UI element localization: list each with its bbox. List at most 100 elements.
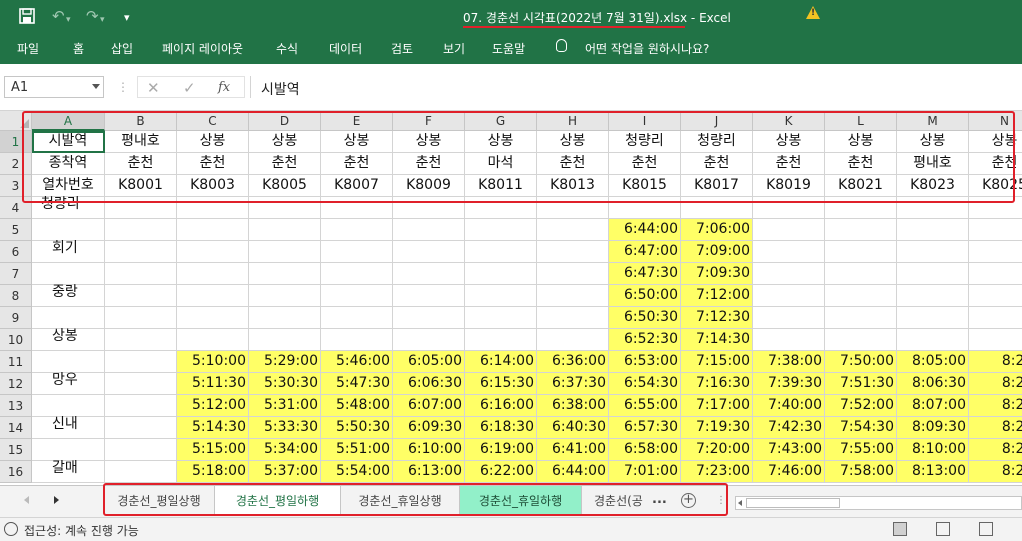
grid-cell[interactable]: 6:50:30 (609, 307, 681, 329)
grid-cell[interactable]: 5:34:00 (249, 439, 321, 461)
grid-cell[interactable] (753, 329, 825, 351)
grid-cell[interactable] (32, 417, 105, 439)
grid-cell[interactable]: 6:47:30 (609, 263, 681, 285)
grid-cell[interactable]: 춘천 (177, 153, 249, 175)
grid-cell[interactable]: K8017 (681, 175, 753, 197)
grid-cell[interactable] (465, 241, 537, 263)
sheet-tab-partial[interactable]: 경춘선(공 (594, 494, 643, 508)
grid-cell[interactable] (105, 241, 177, 263)
grid-cell[interactable] (249, 285, 321, 307)
grid-cell[interactable] (969, 285, 1022, 307)
normal-view-icon[interactable] (893, 522, 907, 536)
row-header-15[interactable]: 15 (0, 439, 32, 461)
insert-function-icon[interactable]: fx (218, 80, 231, 95)
grid-cell[interactable] (753, 285, 825, 307)
grid-cell[interactable] (969, 197, 1022, 219)
grid-cell[interactable] (537, 219, 609, 241)
grid-cell[interactable]: 8:29: (969, 461, 1022, 483)
grid-cell[interactable] (105, 439, 177, 461)
grid-cell[interactable] (753, 197, 825, 219)
column-header-a[interactable]: A (32, 111, 105, 131)
grid-cell[interactable] (537, 241, 609, 263)
grid-cell[interactable] (105, 461, 177, 483)
grid-cell[interactable]: 상봉 (969, 131, 1022, 153)
grid-cell[interactable] (537, 329, 609, 351)
grid-cell[interactable] (537, 307, 609, 329)
grid-cell[interactable]: K8003 (177, 175, 249, 197)
grid-cell[interactable]: 7:12:30 (681, 307, 753, 329)
grid-cell[interactable] (969, 263, 1022, 285)
add-sheet-icon[interactable]: + (681, 493, 696, 508)
column-header-d[interactable]: D (249, 111, 321, 131)
grid-cell[interactable] (825, 219, 897, 241)
grid-cell[interactable]: 5:15:00 (177, 439, 249, 461)
grid-cell[interactable] (177, 197, 249, 219)
name-box-dropdown-icon[interactable] (92, 84, 100, 89)
grid-cell[interactable]: 6:05:00 (393, 351, 465, 373)
row-header-6[interactable]: 6 (0, 241, 32, 263)
column-header-l[interactable]: L (825, 111, 897, 131)
grid-cell[interactable]: K8015 (609, 175, 681, 197)
redo-dropdown-icon[interactable]: ▾ (100, 15, 105, 25)
grid-cell[interactable] (393, 307, 465, 329)
page-break-view-icon[interactable] (979, 522, 993, 536)
grid-cell[interactable]: 5:48:00 (321, 395, 393, 417)
undo-dropdown-icon[interactable]: ▾ (66, 15, 71, 25)
grid-cell[interactable] (321, 285, 393, 307)
column-header-b[interactable]: B (105, 111, 177, 131)
grid-cell[interactable] (32, 263, 105, 285)
grid-cell[interactable] (969, 241, 1022, 263)
grid-cell[interactable] (825, 197, 897, 219)
grid-cell[interactable]: 8:21: (969, 351, 1022, 373)
grid-cell[interactable]: 7:39:30 (753, 373, 825, 395)
grid-cell[interactable]: 상봉 (897, 131, 969, 153)
customize-toolbar-icon[interactable]: ▾ (124, 11, 130, 24)
grid-cell[interactable]: 평내호 (897, 153, 969, 175)
grid-cell[interactable]: 6:22:00 (465, 461, 537, 483)
grid-cell[interactable]: 5:50:30 (321, 417, 393, 439)
grid-cell[interactable]: 7:16:30 (681, 373, 753, 395)
grid-cell[interactable] (177, 241, 249, 263)
grid-cell[interactable] (105, 285, 177, 307)
column-header-i[interactable]: I (609, 111, 681, 131)
grid-cell[interactable] (177, 219, 249, 241)
grid-cell[interactable]: 7:17:00 (681, 395, 753, 417)
grid-cell[interactable]: 춘천 (321, 153, 393, 175)
grid-cell[interactable]: 6:41:00 (537, 439, 609, 461)
grid-cell[interactable]: 7:50:00 (825, 351, 897, 373)
menu-page-layout[interactable]: 페이지 레이아웃 (162, 42, 244, 56)
grid-cell[interactable]: K8019 (753, 175, 825, 197)
grid-cell[interactable] (537, 263, 609, 285)
grid-cell[interactable]: 6:52:30 (609, 329, 681, 351)
grid-cell[interactable] (32, 461, 105, 483)
grid-cell[interactable]: 상봉 (753, 131, 825, 153)
grid-cell[interactable]: 7:12:00 (681, 285, 753, 307)
grid-cell[interactable]: 7:54:30 (825, 417, 897, 439)
grid-cell[interactable]: K8001 (105, 175, 177, 197)
grid-cell[interactable] (897, 241, 969, 263)
grid-cell[interactable]: 6:13:00 (393, 461, 465, 483)
grid-cell[interactable] (249, 219, 321, 241)
grid-cell[interactable]: K8005 (249, 175, 321, 197)
grid-cell[interactable] (969, 307, 1022, 329)
sheet-tab-weekday-up[interactable]: 경춘선_평일상행 (104, 486, 215, 516)
column-header-j[interactable]: J (681, 111, 753, 131)
grid-cell[interactable]: K8021 (825, 175, 897, 197)
grid-cell[interactable] (105, 417, 177, 439)
grid-cell[interactable] (465, 307, 537, 329)
grid-cell[interactable]: K8007 (321, 175, 393, 197)
column-header-h[interactable]: H (537, 111, 609, 131)
grid-cell[interactable] (393, 241, 465, 263)
grid-cell[interactable] (249, 241, 321, 263)
grid-cell[interactable]: 8:26: (969, 439, 1022, 461)
grid-cell[interactable] (897, 329, 969, 351)
grid-cell[interactable] (753, 307, 825, 329)
column-header-n[interactable]: N (969, 111, 1022, 131)
menu-home[interactable]: 홈 (73, 42, 85, 56)
grid-cell[interactable]: 5:12:00 (177, 395, 249, 417)
column-header-f[interactable]: F (393, 111, 465, 131)
grid-cell[interactable] (537, 285, 609, 307)
grid-cell[interactable] (465, 329, 537, 351)
row-header-11[interactable]: 11 (0, 351, 32, 373)
warning-icon[interactable] (806, 6, 820, 19)
